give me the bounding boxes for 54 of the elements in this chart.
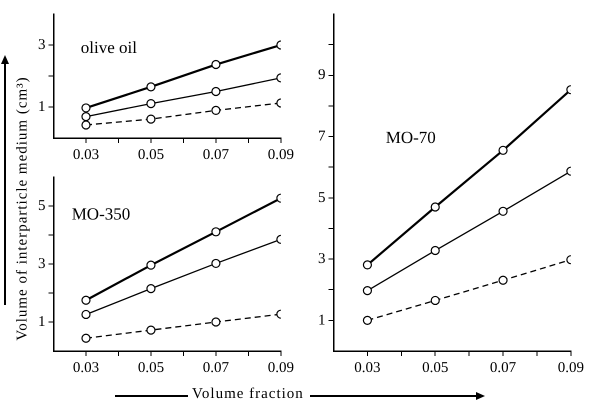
point xyxy=(430,246,440,256)
point xyxy=(430,202,440,212)
point xyxy=(146,114,156,124)
y-tick-label: 1 xyxy=(38,98,46,115)
point xyxy=(81,334,91,343)
point xyxy=(211,60,221,70)
x-tick-label: 0.05 xyxy=(422,360,448,376)
x-tick-label: 0.05 xyxy=(138,146,164,163)
point xyxy=(146,82,156,92)
x-tick-label: 0.07 xyxy=(202,360,230,376)
annotation: MO-350 xyxy=(72,204,130,224)
y-tick-label: 3 xyxy=(38,36,46,53)
annotation: MO-70 xyxy=(386,128,436,148)
point xyxy=(81,120,91,130)
point xyxy=(81,103,91,113)
x-tick-label: 0.03 xyxy=(72,146,100,163)
point xyxy=(146,98,156,108)
x-tick-label: 0.05 xyxy=(138,360,164,376)
point xyxy=(211,106,221,116)
point xyxy=(146,260,156,270)
y-tick-label: 9 xyxy=(318,67,326,84)
point xyxy=(146,284,156,294)
x-tick-label: 0.03 xyxy=(354,360,381,376)
point xyxy=(146,326,156,335)
x-tick-label: 0.09 xyxy=(558,360,584,376)
y-tick-label: 3 xyxy=(318,251,326,268)
y-tick-label: 5 xyxy=(38,198,46,214)
point xyxy=(81,112,91,122)
point xyxy=(211,227,221,236)
point xyxy=(498,146,508,155)
point xyxy=(362,316,372,325)
x-tick-label: 0.07 xyxy=(202,146,230,163)
point xyxy=(211,86,221,96)
x-axis-title: Volume fraction xyxy=(192,386,304,403)
y-axis-title: Volume of interparticle medium (cm³) xyxy=(14,75,32,343)
point xyxy=(430,296,440,306)
y-tick-label: 7 xyxy=(318,128,326,144)
y-tick-label: 1 xyxy=(318,312,326,328)
x-tick-label: 0.09 xyxy=(268,146,294,163)
annotation: olive oil xyxy=(80,38,138,58)
point xyxy=(81,310,91,320)
x-tick-label: 0.09 xyxy=(268,360,294,376)
point xyxy=(211,317,221,327)
point xyxy=(498,206,508,216)
y-tick-label: 5 xyxy=(318,190,326,206)
point xyxy=(498,276,508,285)
y-tick-label: 1 xyxy=(38,314,46,330)
point xyxy=(81,296,91,305)
point xyxy=(362,286,372,296)
x-tick-label: 0.03 xyxy=(72,360,100,376)
point xyxy=(362,260,372,270)
y-tick-label: 3 xyxy=(38,256,46,272)
x-tick-label: 0.07 xyxy=(490,360,517,376)
point xyxy=(211,258,221,268)
